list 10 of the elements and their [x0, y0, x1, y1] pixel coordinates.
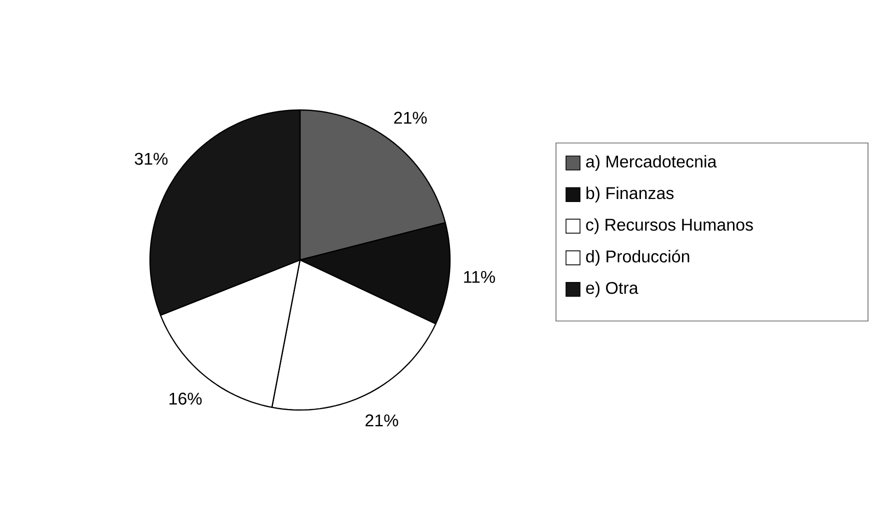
legend-label: b) Finanzas — [586, 186, 674, 203]
data-label: 16% — [170, 392, 202, 405]
data-label: 21% — [366, 414, 398, 426]
data-label: 21% — [394, 112, 427, 124]
legend-label: c) Recursos Humanos — [586, 218, 753, 234]
data-label: 31% — [134, 152, 168, 165]
data-label: 11% — [464, 270, 495, 283]
legend-label: e) Otra — [586, 281, 638, 298]
legend-label: a) Mercadotecnia — [586, 155, 717, 171]
legend-label: d) Producción — [586, 250, 690, 266]
